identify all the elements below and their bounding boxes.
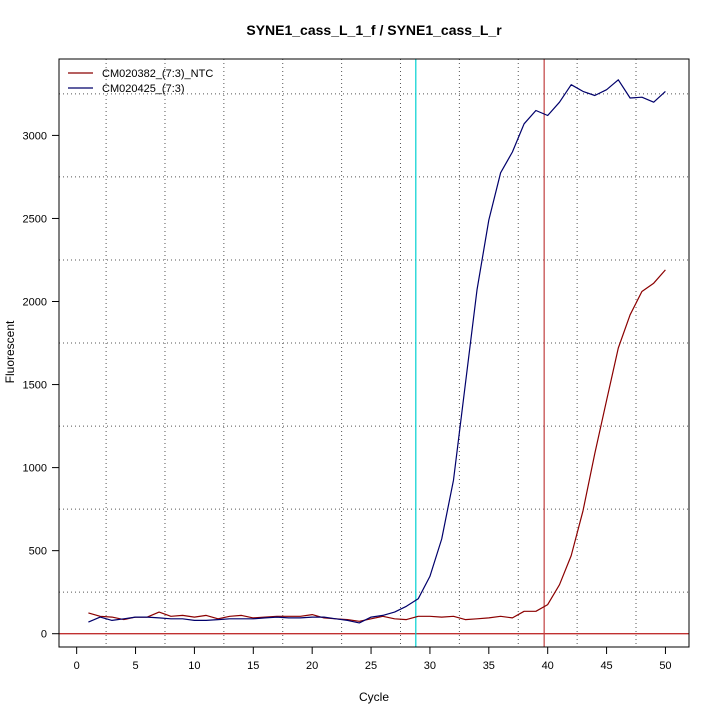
- axis-layer: 0 5 10 15 20 25 30 35 40 45 5005001000150020002500…: [23, 58, 690, 672]
- x-tick-label: 30: [424, 660, 436, 672]
- y-axis-label: Fluorescent: [3, 320, 17, 383]
- series-layer: [88, 79, 666, 624]
- legend-label-1: CM020382_(7:3)_NTC: [102, 68, 213, 80]
- grid-layer: [59, 59, 689, 647]
- chart-title: SYNE1_cass_L_1_f / SYNE1_cass_L_r: [246, 22, 502, 38]
- x-tick-label: 10: [188, 660, 200, 672]
- marker-layer: [59, 59, 689, 647]
- y-tick-label: 500: [29, 546, 47, 558]
- legend-label-2: CM020425_(7:3): [102, 83, 185, 95]
- x-tick-label: 20: [306, 660, 318, 672]
- x-tick-label: 45: [600, 660, 612, 672]
- x-tick-label: 40: [542, 660, 554, 672]
- x-tick-label: 5: [132, 660, 138, 672]
- y-tick-label: 1000: [23, 463, 47, 475]
- x-axis-label: Cycle: [359, 690, 389, 704]
- y-tick-label: 0: [41, 629, 47, 641]
- legend: CM020382_(7:3)_NTC CM020425_(7:3): [68, 68, 213, 95]
- x-tick-label: 50: [659, 660, 671, 672]
- y-tick-label: 1500: [23, 380, 47, 392]
- x-tick-label: 35: [483, 660, 495, 672]
- series-line-2: [88, 79, 666, 624]
- plot-frame: [58, 58, 690, 648]
- y-tick-label: 2500: [23, 213, 47, 225]
- x-tick-label: 25: [365, 660, 377, 672]
- x-tick-label: 15: [247, 660, 259, 672]
- y-tick-label: 3000: [23, 130, 47, 142]
- x-tick-label: 0: [74, 660, 80, 672]
- series-line-1: [88, 269, 666, 622]
- y-tick-label: 2000: [23, 297, 47, 309]
